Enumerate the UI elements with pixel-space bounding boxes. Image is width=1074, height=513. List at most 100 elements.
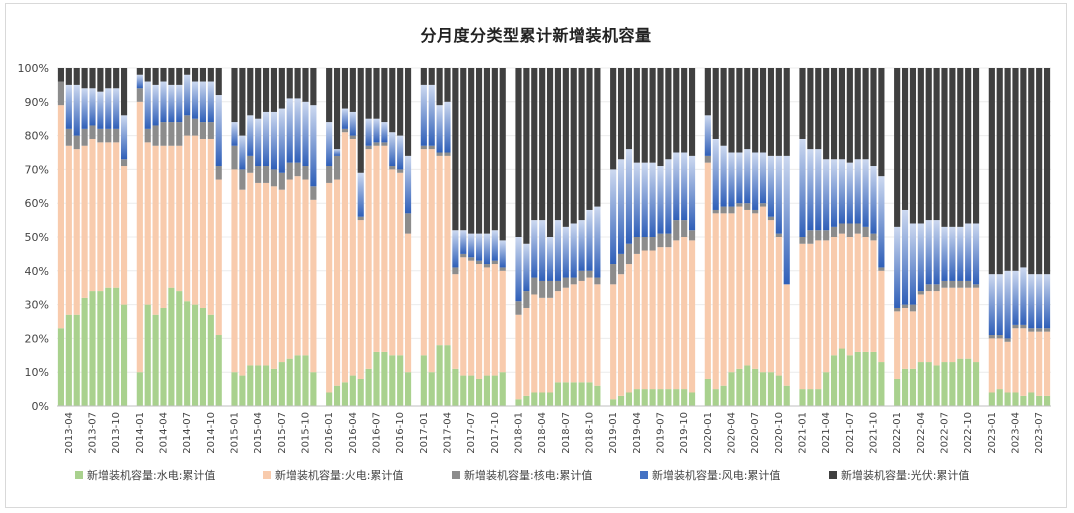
bar-segment-thermal <box>491 264 498 376</box>
bar-segment-thermal <box>925 291 932 363</box>
bar-segment-hydro <box>633 389 640 406</box>
bar-segment-hydro <box>247 365 254 406</box>
bar-segment-hydro <box>341 382 349 406</box>
bar-segment-hydro <box>539 392 546 406</box>
bar-segment-solar <box>105 68 112 89</box>
bar-segment-thermal <box>846 237 853 356</box>
bar-segment-solar <box>988 68 995 275</box>
x-tick-label: 2014-01 <box>135 412 146 454</box>
bar-segment-thermal <box>397 172 404 356</box>
bar-segment-wind <box>136 74 143 89</box>
bar-segment-thermal <box>539 297 546 393</box>
bar-segment-thermal <box>73 149 80 315</box>
bar-segment-thermal <box>483 267 491 376</box>
bar-segment-solar <box>688 68 696 156</box>
bar-segment-hydro <box>468 375 475 406</box>
bar-segment-thermal <box>625 264 633 393</box>
bar-segment-hydro <box>460 375 467 406</box>
bar-segment-wind <box>830 159 838 227</box>
bar-segment-nuclear <box>625 243 633 265</box>
bar-segment-wind <box>933 220 940 285</box>
bar-segment-nuclear <box>562 277 569 288</box>
bar-segment-thermal <box>704 162 711 379</box>
legend-label-solar: 新增装机容量:光伏:累计值 <box>841 468 969 482</box>
x-tick-label: 2023-07 <box>1034 412 1045 454</box>
bar-segment-thermal <box>120 166 128 305</box>
bar-segment-nuclear <box>925 284 932 292</box>
bar-segment-wind <box>570 223 577 278</box>
bar-segment-nuclear <box>483 264 491 268</box>
bar-segment-thermal <box>799 243 806 390</box>
bar-segment-hydro <box>262 365 270 406</box>
bar-segment-hydro <box>799 389 806 406</box>
x-tick-label: 2014-07 <box>182 412 193 454</box>
x-tick-label: 2019-10 <box>679 412 690 454</box>
bar-segment-nuclear <box>184 115 191 136</box>
bar-segment-thermal <box>81 145 88 298</box>
bar-segment-thermal <box>901 307 909 369</box>
bar-segment-hydro <box>97 291 104 406</box>
bar-segment-wind <box>878 176 885 268</box>
bar-segment-wind <box>941 226 948 281</box>
bar-segment-hydro <box>594 385 601 406</box>
bar-segment-wind <box>823 159 830 231</box>
bar-segment-wind <box>704 115 711 156</box>
x-tick-label: 2023-01 <box>987 412 998 454</box>
bar-segment-thermal <box>972 287 980 363</box>
bar-segment-nuclear <box>460 253 467 258</box>
bar-segment-thermal <box>815 240 822 390</box>
bar-segment-hydro <box>610 399 617 406</box>
bar-segment-hydro <box>554 382 562 406</box>
bar-segment-wind <box>302 101 309 167</box>
bar-segment-thermal <box>65 145 72 315</box>
bar-segment-thermal <box>909 311 917 369</box>
bar-segment-nuclear <box>57 81 65 106</box>
bar-segment-thermal <box>160 145 167 308</box>
bar-segment-nuclear <box>436 152 443 156</box>
bar-segment-nuclear <box>105 128 112 143</box>
bar-segment-solar <box>144 68 151 82</box>
bar-segment-solar <box>673 68 680 153</box>
bar-segment-hydro <box>105 287 112 406</box>
bar-segment-hydro <box>365 368 372 406</box>
bar-segment-thermal <box>255 182 262 366</box>
bar-segment-nuclear <box>933 284 940 292</box>
bar-segment-thermal <box>586 277 593 383</box>
bar-segment-hydro <box>499 372 506 406</box>
bar-segment-nuclear <box>499 267 506 271</box>
bar-segment-solar <box>191 68 199 82</box>
bar-segment-wind <box>120 115 128 160</box>
bar-segment-thermal <box>988 338 995 393</box>
bar-segment-wind <box>625 149 633 244</box>
bar-segment-wind <box>152 84 159 126</box>
bar-segment-wind <box>641 162 648 237</box>
bar-segment-wind <box>752 152 759 210</box>
bar-segment-solar <box>531 68 538 221</box>
bar-segment-thermal <box>199 138 207 308</box>
bar-segment-solar <box>838 68 846 160</box>
bar-segment-nuclear <box>799 237 806 244</box>
bar-segment-wind <box>909 223 917 305</box>
bar-segment-solar <box>570 68 577 224</box>
bar-segment-nuclear <box>1020 324 1027 329</box>
bar-segment-nuclear <box>633 237 640 254</box>
bar-segment-nuclear <box>389 166 396 170</box>
bar-segment-wind <box>988 274 995 336</box>
bar-segment-wind <box>546 237 554 281</box>
bar-segment-nuclear <box>531 277 538 295</box>
bar-segment-nuclear <box>239 169 246 190</box>
bar-segment-wind <box>562 226 569 278</box>
bar-segment-solar <box>199 68 207 82</box>
bar-segment-nuclear <box>333 155 341 180</box>
bar-segment-thermal <box>1004 341 1011 393</box>
bar-segment-thermal <box>996 338 1003 390</box>
bar-segment-nuclear <box>491 260 498 265</box>
bar-segment-wind <box>436 105 443 153</box>
bar-segment-wind <box>894 226 901 308</box>
bar-segment-wind <box>144 81 151 129</box>
bar-segment-hydro <box>807 389 814 406</box>
bar-segment-wind <box>531 220 538 278</box>
y-tick-label: 10% <box>25 366 49 379</box>
bar-segment-solar <box>649 68 656 163</box>
x-tick-label: 2018-01 <box>514 412 525 454</box>
